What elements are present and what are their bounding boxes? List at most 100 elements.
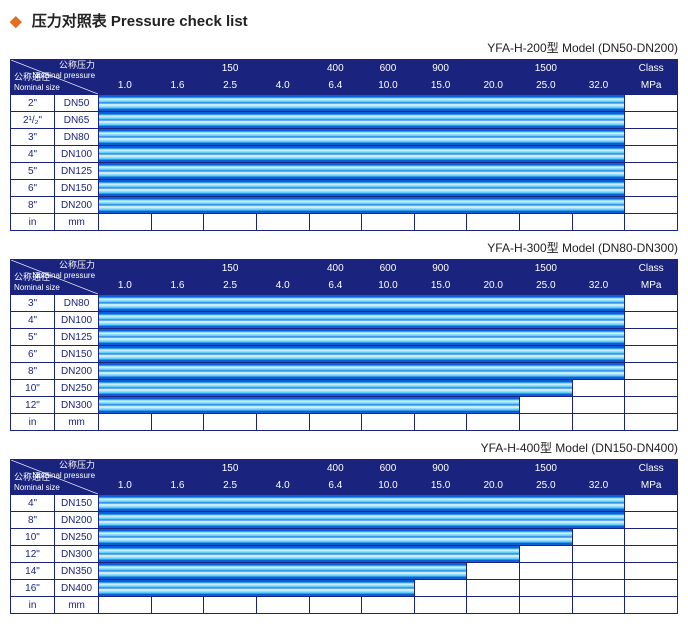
empty-cell [414,214,467,231]
pressure-bar [99,512,625,529]
class-header-cell: 150 [204,460,257,478]
empty-cell [520,597,573,614]
size-in: 5" [11,329,55,346]
class-header-cell [151,460,204,478]
mpa-header-cell: 6.4 [309,277,362,295]
footer-row: inmm [11,414,678,431]
size-mm: DN100 [55,312,99,329]
table-row: 14"DN350 [11,563,678,580]
table-row: 12"DN300 [11,546,678,563]
class-header-cell [151,60,204,78]
class-header-cell [572,260,625,278]
pressure-bar [99,112,625,129]
mpa-label: MPa [625,477,678,495]
table-row: 10"DN250 [11,380,678,397]
size-in: 16" [11,580,55,597]
pressure-bar [99,346,625,363]
empty-cell [625,563,678,580]
mpa-header-cell: 4.0 [256,77,309,95]
class-header-cell: 900 [414,460,467,478]
empty-cell [625,363,678,380]
class-header-cell: 1500 [520,460,573,478]
empty-cell [467,214,520,231]
table-row: 4"DN150 [11,495,678,512]
size-in: 10" [11,380,55,397]
empty-cell [572,546,625,563]
pressure-bar [99,329,625,346]
empty-cell [625,214,678,231]
class-header-cell: 400 [309,260,362,278]
class-header-cell [256,60,309,78]
empty-cell [625,580,678,597]
class-header-cell [467,460,520,478]
empty-cell [572,563,625,580]
empty-cell [520,546,573,563]
mpa-header-cell: 15.0 [414,277,467,295]
empty-cell [625,380,678,397]
class-header-cell [572,460,625,478]
size-in: 6" [11,180,55,197]
size-mm: DN400 [55,580,99,597]
table-row: 10"DN250 [11,529,678,546]
size-in: 8" [11,363,55,380]
pressure-bar [99,546,520,563]
empty-cell [625,295,678,312]
pressure-table-2: 公称压力Nominal pressure公称通径Nominal size1504… [10,459,678,614]
table-row: 8"DN200 [11,363,678,380]
mpa-header-cell: 1.6 [151,277,204,295]
class-header-cell: 900 [414,260,467,278]
empty-cell [520,214,573,231]
pressure-bar [99,580,415,597]
footer-mm: mm [55,597,99,614]
table-row: 2¹/₂"DN65 [11,112,678,129]
mpa-header-cell: 1.0 [99,477,152,495]
table-row: 8"DN200 [11,197,678,214]
size-in: 4" [11,146,55,163]
empty-cell [151,597,204,614]
size-mm: DN200 [55,363,99,380]
pressure-bar [99,312,625,329]
mpa-header-cell: 15.0 [414,477,467,495]
mpa-header-cell: 2.5 [204,477,257,495]
empty-cell [625,529,678,546]
mpa-header-cell: 25.0 [520,277,573,295]
mpa-header-cell: 6.4 [309,477,362,495]
mpa-header-cell: 20.0 [467,277,520,295]
mpa-header-cell: 32.0 [572,477,625,495]
empty-cell [520,563,573,580]
empty-cell [625,146,678,163]
class-label: Class [625,460,678,478]
title-en: Pressure check list [111,13,248,30]
size-in: 3" [11,129,55,146]
empty-cell [625,346,678,363]
empty-cell [625,414,678,431]
size-mm: DN150 [55,346,99,363]
class-header-cell [572,60,625,78]
pressure-table-0: 公称压力Nominal pressure公称通径Nominal size1504… [10,59,678,231]
empty-cell [520,580,573,597]
mpa-header-cell: 25.0 [520,77,573,95]
pressure-bar [99,495,625,512]
table-row: 16"DN400 [11,580,678,597]
model-label: YFA-H-200型 Model (DN50-DN200) [10,39,678,56]
empty-cell [151,414,204,431]
page-title: ◆ 压力对照表 Pressure check list [10,10,678,31]
footer-mm: mm [55,414,99,431]
size-mm: DN100 [55,146,99,163]
size-mm: DN250 [55,380,99,397]
size-mm: DN125 [55,163,99,180]
empty-cell [256,214,309,231]
pressure-bar [99,563,467,580]
class-header-cell: 600 [362,460,415,478]
class-label: Class [625,60,678,78]
mpa-header-cell: 1.6 [151,77,204,95]
diag-header: 公称压力Nominal pressure公称通径Nominal size [11,60,99,95]
size-mm: DN80 [55,295,99,312]
empty-cell [625,546,678,563]
empty-cell [625,597,678,614]
size-in: 2" [11,95,55,112]
empty-cell [572,414,625,431]
empty-cell [625,163,678,180]
class-header-cell [256,260,309,278]
footer-mm: mm [55,214,99,231]
